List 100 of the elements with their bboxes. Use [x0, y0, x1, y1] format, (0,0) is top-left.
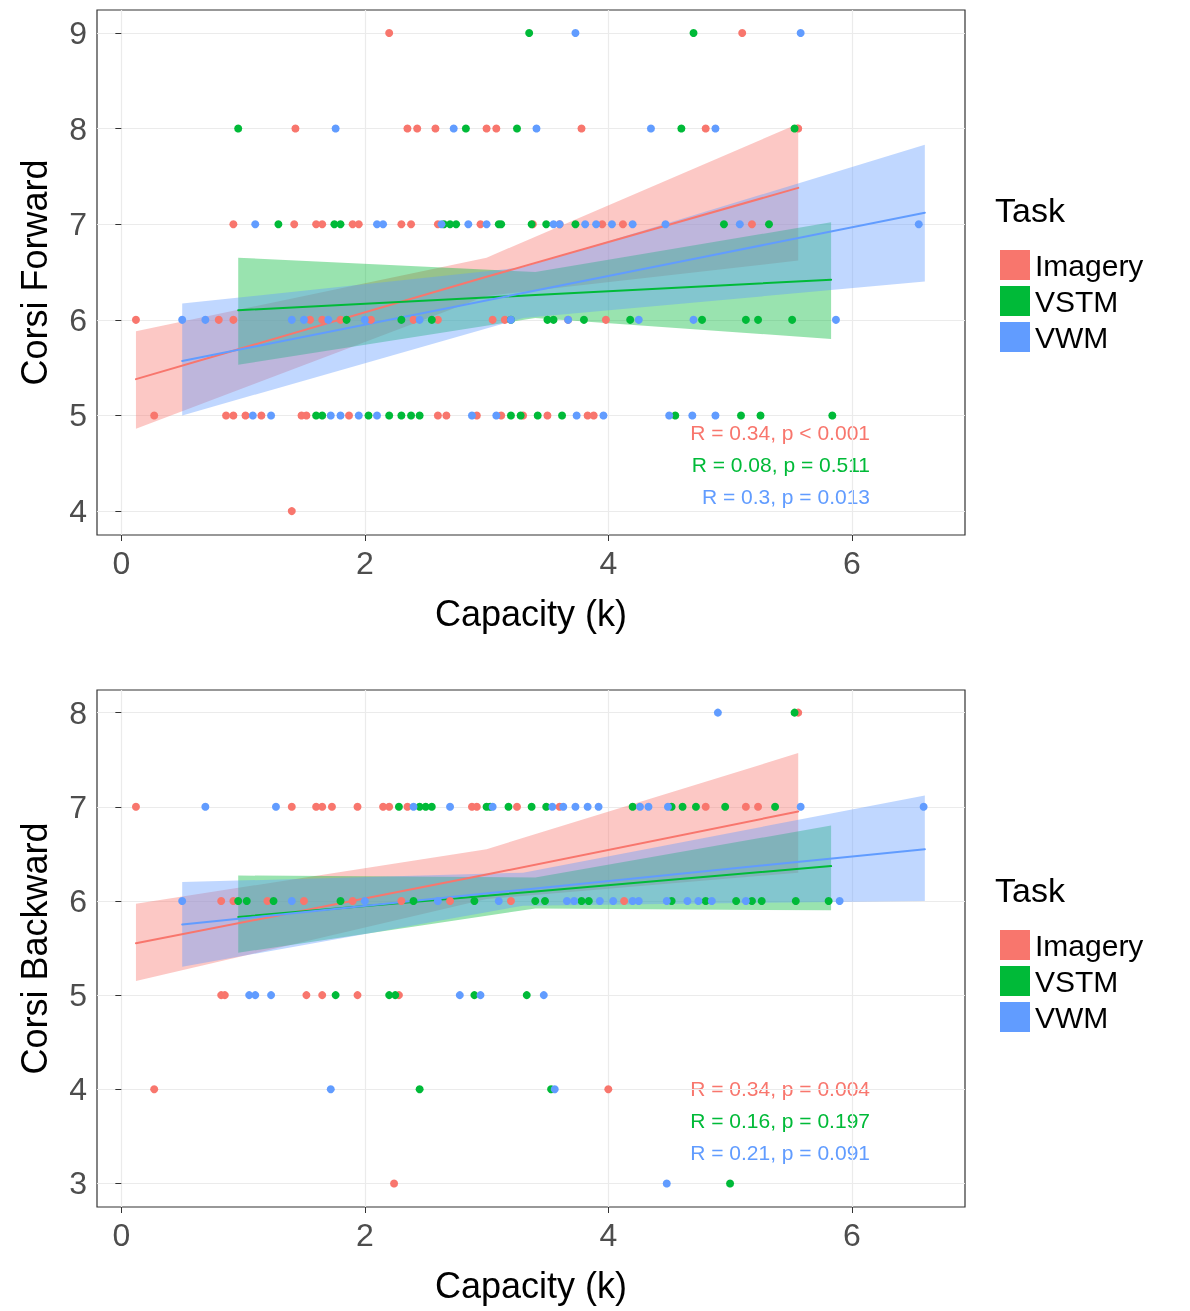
annotation: R = 0.16, p = 0.197	[690, 1108, 870, 1132]
point	[644, 802, 653, 811]
point	[711, 124, 720, 133]
point	[914, 220, 923, 229]
point	[390, 1179, 399, 1188]
point	[409, 802, 418, 811]
point	[531, 896, 540, 905]
point	[618, 220, 627, 229]
point	[178, 315, 187, 324]
point	[726, 1179, 735, 1188]
point	[299, 315, 308, 324]
point	[738, 28, 747, 37]
point	[201, 802, 210, 811]
y-tick-label: 7	[69, 206, 87, 243]
point	[506, 896, 515, 905]
point	[577, 896, 586, 905]
point	[482, 220, 491, 229]
point	[407, 411, 416, 420]
point	[354, 411, 363, 420]
point	[178, 896, 187, 905]
legend-label: VWM	[1035, 320, 1109, 354]
point	[661, 220, 670, 229]
point	[336, 896, 345, 905]
point	[257, 411, 266, 420]
point	[326, 411, 335, 420]
point	[527, 802, 536, 811]
y-tick-label: 4	[69, 493, 87, 530]
point	[828, 411, 837, 420]
point	[747, 220, 756, 229]
y-tick-label: 8	[69, 110, 87, 147]
point	[737, 411, 745, 420]
point	[541, 896, 549, 905]
legend-label: Imagery	[1035, 248, 1144, 282]
point	[442, 411, 451, 420]
x-tick-label: 4	[599, 1217, 618, 1253]
point	[492, 411, 501, 420]
point	[919, 802, 928, 811]
point	[251, 991, 260, 1000]
point	[494, 896, 503, 905]
point	[741, 315, 750, 324]
point	[427, 315, 436, 324]
point	[324, 315, 333, 324]
point	[572, 411, 581, 420]
point	[452, 220, 461, 229]
point	[431, 124, 440, 133]
point	[336, 220, 345, 229]
point	[584, 896, 593, 905]
point	[698, 315, 707, 324]
y-tick-label: 5	[69, 977, 87, 1014]
x-tick-label: 2	[355, 545, 374, 581]
point	[267, 411, 276, 420]
point	[302, 991, 311, 1000]
y-tick-label: 3	[69, 1165, 87, 1202]
point	[336, 411, 345, 420]
point	[385, 411, 394, 420]
y-tick-label: 6	[69, 882, 87, 919]
x-tick-label: 2	[355, 1217, 374, 1253]
point	[287, 507, 296, 516]
point	[318, 991, 327, 1000]
point	[635, 802, 644, 811]
point	[562, 896, 571, 905]
point	[513, 124, 521, 133]
point	[385, 802, 394, 811]
point	[150, 411, 159, 420]
point	[683, 896, 692, 905]
point	[790, 708, 799, 717]
point	[222, 411, 231, 420]
y-tick-label: 8	[69, 694, 87, 731]
point	[241, 411, 250, 420]
point	[525, 28, 534, 37]
point	[385, 28, 394, 37]
point	[476, 991, 485, 1000]
point	[791, 896, 800, 905]
point	[796, 28, 805, 37]
point	[688, 411, 697, 420]
point	[409, 896, 418, 905]
point	[353, 802, 362, 811]
point	[592, 220, 601, 229]
point	[754, 802, 763, 811]
point	[571, 220, 580, 229]
point	[694, 896, 703, 905]
point	[711, 411, 720, 420]
legend-label: VWM	[1035, 1000, 1109, 1034]
point	[373, 411, 381, 420]
y-axis-title: Corsi Forward	[13, 159, 55, 386]
point	[397, 220, 406, 229]
point	[326, 1085, 335, 1094]
point	[394, 802, 403, 811]
point	[571, 802, 580, 811]
x-tick-label: 6	[842, 545, 861, 581]
point	[628, 220, 637, 229]
point	[741, 802, 750, 811]
point	[604, 1085, 613, 1094]
point	[318, 411, 327, 420]
point	[287, 896, 296, 905]
y-axis-title: Corsi Backward	[13, 822, 55, 1075]
x-tick-label: 6	[842, 1217, 861, 1253]
legend-label: VSTM	[1035, 284, 1119, 318]
point	[533, 411, 542, 420]
point	[513, 802, 521, 811]
